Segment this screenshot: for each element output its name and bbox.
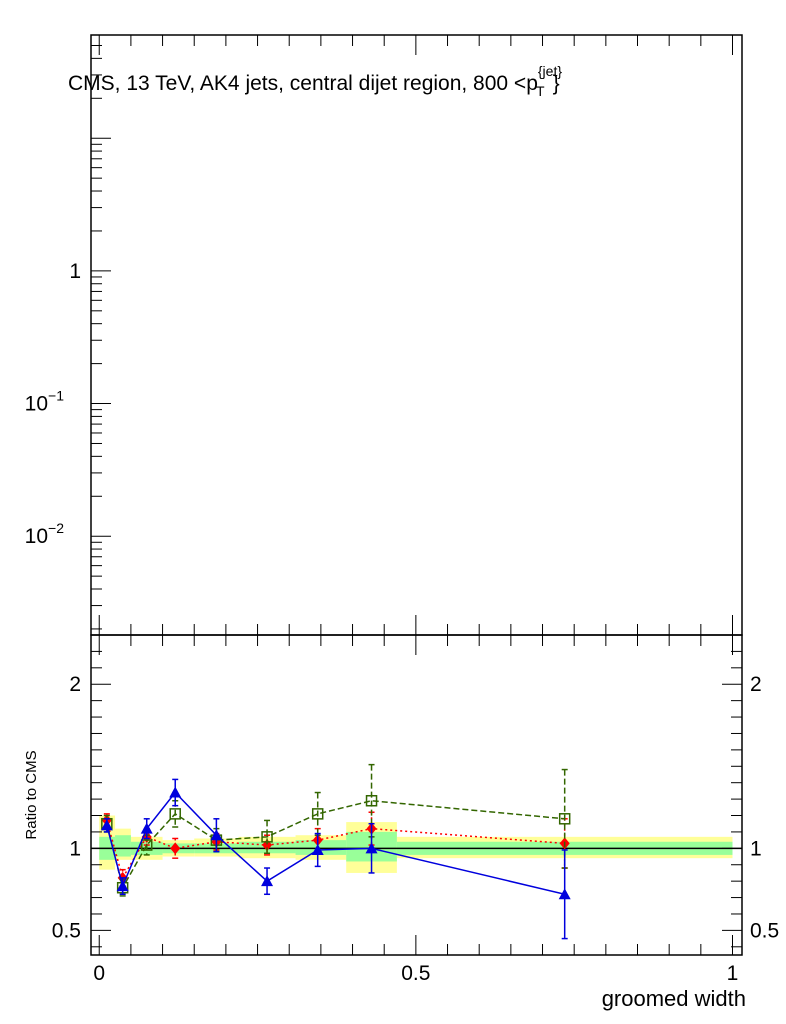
data-point — [140, 839, 153, 851]
lower-y-tick-label: 0.5 — [52, 919, 81, 942]
chart-title-subscript: T — [536, 83, 545, 99]
data-point — [365, 842, 378, 854]
uncertainty-band-inner — [115, 835, 131, 857]
data-point — [170, 842, 181, 855]
upper-y-tick-label-exponent: −2 — [48, 520, 64, 536]
data-point — [558, 888, 571, 900]
upper-y-tick-label: 10−1 — [25, 388, 65, 416]
ratio-y-axis-label: Ratio to CMS — [23, 750, 40, 839]
upper-y-tick-label-base: 1 — [69, 260, 81, 283]
data-point — [169, 786, 182, 798]
lower-y-tick-label-right: 2 — [750, 673, 762, 696]
x-tick-label: 0.5 — [401, 962, 430, 985]
x-tick-label: 0 — [93, 962, 105, 985]
series-triangle — [100, 778, 571, 940]
upper-y-tick-label-base: 10 — [25, 393, 48, 416]
data-point — [169, 808, 181, 820]
data-point — [100, 819, 113, 831]
upper-panel: 10−210−11 — [25, 34, 743, 636]
upper-y-tick-label-exponent: −1 — [48, 388, 64, 404]
lower-y-tick-label-right: 0.5 — [750, 919, 779, 942]
data-point — [261, 875, 274, 887]
data-point — [210, 829, 223, 841]
lower-frame — [90, 634, 743, 956]
chart-title-main: CMS, 13 TeV, AK4 jets, central dijet reg… — [68, 72, 538, 95]
data-point — [261, 831, 273, 843]
lower-y-tick-label-right: 1 — [750, 837, 762, 860]
data-point — [365, 794, 378, 807]
data-point — [116, 880, 129, 892]
x-tick-label: 1 — [727, 962, 739, 985]
chart-title-tail: } — [553, 72, 560, 95]
data-point — [140, 822, 153, 834]
lower-y-tick-label: 2 — [69, 673, 81, 696]
x-axis-label: groomed width — [602, 986, 746, 1011]
series-line — [106, 820, 565, 880]
uncertainty-band-inner — [295, 840, 347, 855]
upper-frame — [90, 34, 743, 636]
chart-title: CMS, 13 TeV, AK4 jets, central dijet reg… — [68, 63, 562, 99]
upper-y-tick-label-base: 10 — [25, 525, 48, 548]
lower-y-tick-label: 1 — [69, 837, 81, 860]
data-point — [311, 808, 324, 820]
series-open-square — [101, 763, 571, 897]
upper-y-tick-label: 10−2 — [25, 520, 65, 548]
lower-panel: 0.5 0.5 1 1 2 2 0 0.5 1 — [52, 634, 779, 985]
upper-y-tick-label: 1 — [69, 260, 81, 283]
data-point — [311, 843, 324, 855]
series-line — [106, 799, 565, 890]
data-point — [558, 813, 571, 825]
chart-title-superscript: {jet} — [538, 63, 562, 79]
